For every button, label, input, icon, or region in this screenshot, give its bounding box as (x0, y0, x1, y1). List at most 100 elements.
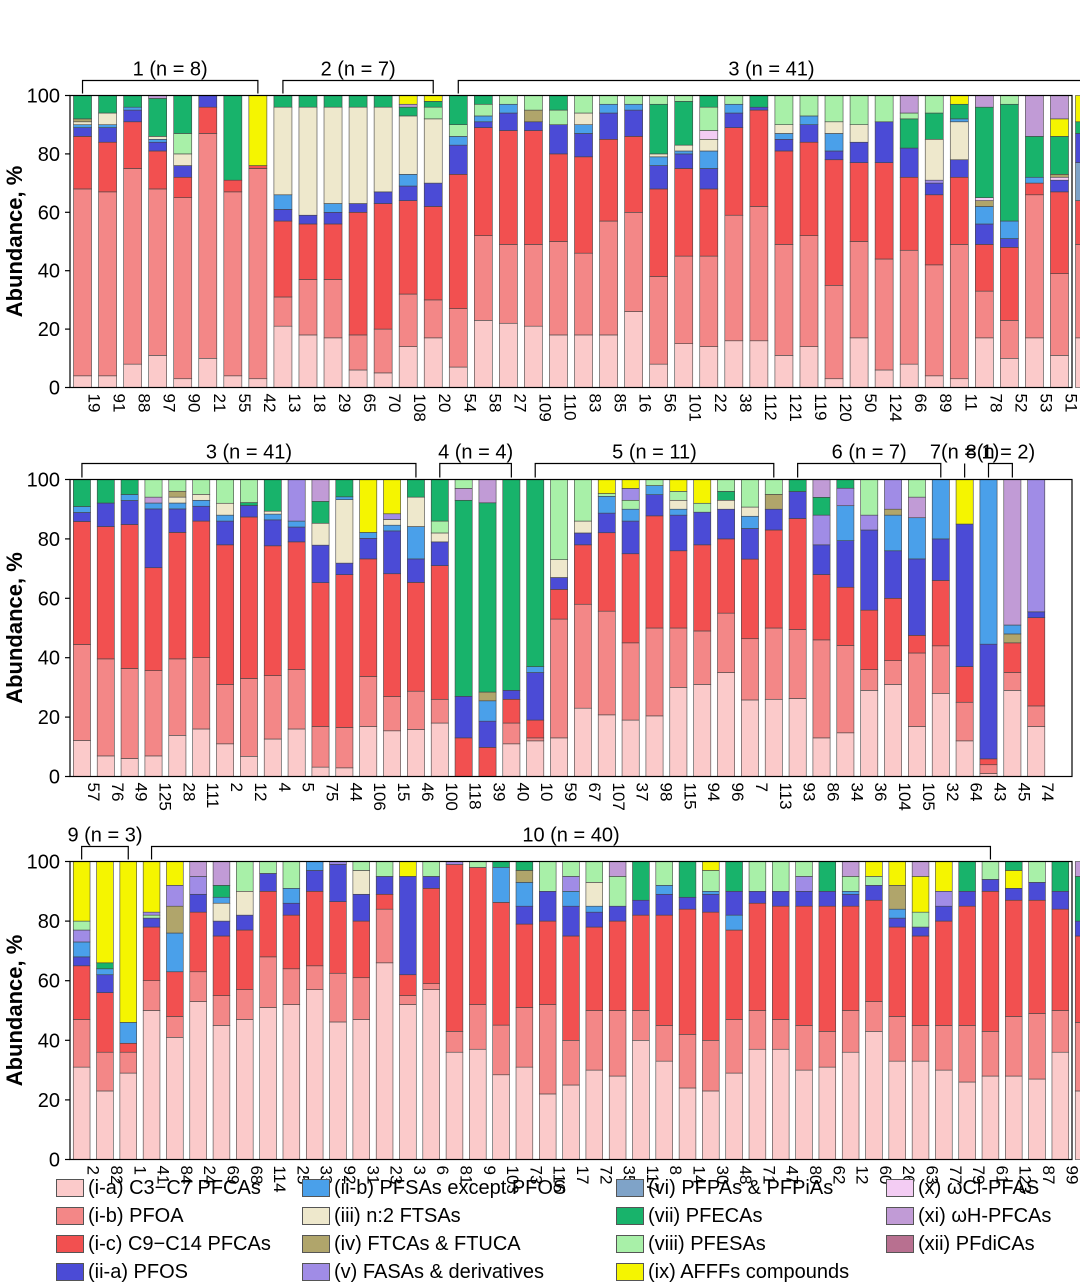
bar-13 (273, 95, 293, 388)
bar-segment-i_c (248, 165, 268, 169)
bar-segment-ii_a (908, 558, 926, 636)
legend-label-vi: (vi) PFPAs & PFPiAs (648, 1176, 834, 1199)
bar-segment-i_b (949, 244, 969, 380)
bar-segment-i_b (597, 610, 616, 716)
x-tick-label: 19 (85, 394, 104, 413)
bar-68 (236, 861, 254, 1160)
bar-segment-iv (884, 508, 902, 516)
bar-segment-i_a (888, 1060, 906, 1160)
bar-10 (526, 479, 545, 777)
bar-segment-ii_a (98, 127, 117, 143)
bar-segment-viii (748, 861, 767, 892)
bar-segment-i_c (1025, 182, 1044, 196)
legend-swatch-ix (616, 1263, 644, 1281)
group-bracket-line (81, 845, 129, 860)
bar-segment-i_c (669, 550, 688, 629)
x-tick-label: 100 (442, 783, 461, 811)
bar-segment-iii (669, 499, 688, 510)
x-tick-label: 57 (84, 783, 103, 802)
bar-segment-viii (621, 499, 640, 510)
bar-96 (717, 479, 735, 777)
bar-segment-ix (383, 479, 401, 515)
bar-segment-i_c (96, 526, 115, 660)
bar-segment-i_b (72, 1019, 91, 1068)
bar-12 (240, 479, 258, 777)
bar-segment-ii_b (73, 506, 91, 513)
x-tick-label: 112 (761, 394, 780, 421)
bar-segment-iii (192, 494, 211, 501)
bar-segment-i_c (1003, 642, 1022, 673)
bar-segment-viii (236, 861, 254, 892)
x-tick-label: 34 (847, 783, 866, 802)
bar-56 (649, 95, 668, 388)
bar-115 (669, 479, 688, 777)
bar-114 (259, 861, 277, 1160)
bar-segment-vii (323, 95, 343, 108)
bar-segment-i_c (287, 541, 306, 670)
bar-25 (282, 861, 301, 1160)
bar-segment-i_b (359, 676, 378, 727)
bar-segment-i_c (1051, 908, 1070, 1011)
bar-segment-iii (212, 902, 231, 922)
group-bracket-line (987, 462, 1013, 478)
group-bracket-line (81, 79, 259, 94)
bar-segment-i_c (860, 609, 879, 670)
bar-segment-ix (1075, 95, 1080, 123)
bar-87 (1028, 861, 1046, 1160)
bar-segment-ii_a (448, 144, 468, 175)
bar-segment-viii (669, 491, 688, 501)
bar-segment-xi (398, 103, 418, 108)
bar-segment-ii_a (273, 209, 293, 222)
bar-segment-iv (166, 905, 184, 934)
bar-segment-i_a (398, 346, 418, 388)
bar-segment-iv (73, 118, 92, 123)
bar-segment-i_a (144, 755, 163, 777)
legend-label-v: (v) FASAs & derivatives (334, 1260, 545, 1283)
bar-segment-vii (526, 479, 545, 667)
bar-101 (674, 95, 694, 388)
x-tick-label: 108 (410, 394, 429, 422)
bar-segment-i_b (772, 1019, 790, 1050)
x-tick-label: 37 (633, 783, 652, 802)
bar-123 (1005, 861, 1023, 1160)
bar-segment-ix (888, 861, 906, 886)
bar-segment-ii_a (142, 917, 161, 928)
bar-segment-i_a (1075, 337, 1080, 388)
bar-segment-i_a (599, 334, 618, 388)
bar-segment-ii_a (741, 528, 759, 560)
bar-segment-v (562, 876, 580, 892)
group-label: 2 (n = 7) (321, 59, 396, 81)
group-bracket-line (457, 79, 1080, 94)
x-tick-label: 51 (1062, 394, 1080, 413)
bar-segment-i_c (693, 544, 712, 632)
bar-segment-i_b (216, 684, 234, 745)
bar-segment-vii (699, 95, 719, 108)
bar-segment-viii (240, 479, 258, 503)
bar-segment-i_c (550, 589, 568, 620)
bar-segment-xi (908, 496, 926, 519)
bar-segment-i_c (142, 926, 161, 981)
bar-segment-ii_b (649, 156, 668, 166)
bar-segment-i_c (236, 929, 254, 990)
x-tick-label: 78 (986, 394, 1005, 413)
bar-segment-i_c (899, 176, 919, 251)
legend-label-vii: (vii) PFECAs (648, 1204, 763, 1227)
bar-segment-ii_a (189, 893, 207, 913)
bar-segment-iv (1050, 174, 1069, 178)
x-tick-label: 30 (713, 1166, 732, 1185)
bar-segment-i_a (236, 1019, 254, 1160)
bar-segment-vii (373, 95, 393, 108)
bar-segment-viii (841, 876, 860, 892)
x-tick-label: 20 (435, 394, 454, 413)
bar-segment-i_a (240, 756, 258, 777)
legend-swatch-v (302, 1263, 330, 1281)
bar-segment-i_c (305, 890, 324, 967)
bar-segment-iii (430, 532, 449, 543)
bar-segment-ii_a (874, 121, 894, 163)
bar-segment-viii (454, 479, 473, 489)
bar-43 (979, 479, 998, 777)
bar-segment-i_c (645, 515, 664, 629)
legend-item-ii-b: (ii-b) PFSAs except PFOS (302, 1174, 566, 1202)
bar-segment-ii_b (407, 526, 425, 560)
bar-segment-vii (120, 479, 139, 495)
